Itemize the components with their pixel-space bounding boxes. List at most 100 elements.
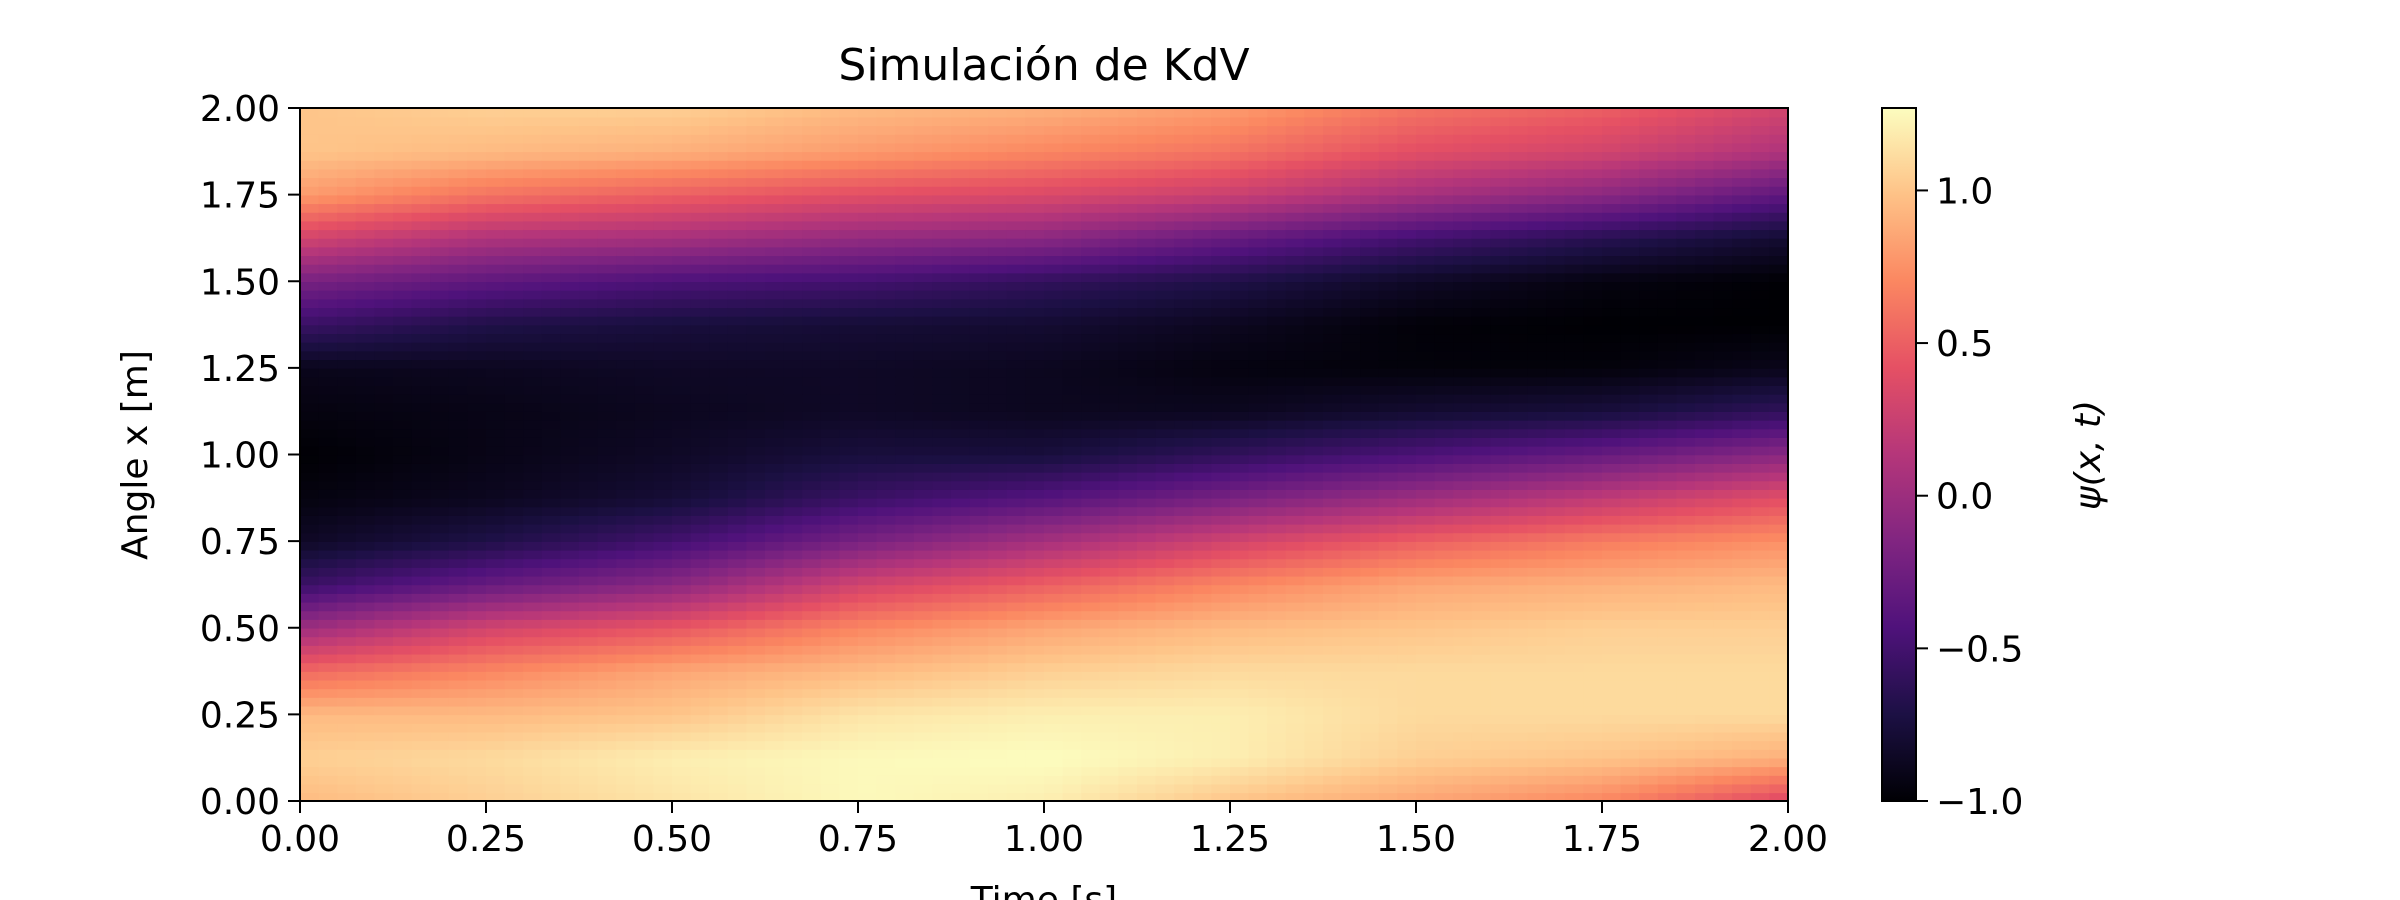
heatmap-cell — [876, 783, 896, 794]
heatmap-cell — [597, 549, 617, 560]
heatmap-cell — [1285, 263, 1306, 274]
heatmap-cell — [820, 376, 841, 386]
heatmap-cell — [1378, 688, 1399, 698]
heatmap-cell — [672, 445, 692, 456]
heatmap-cell — [1137, 714, 1157, 724]
heatmap-cell — [300, 237, 320, 248]
heatmap-cell — [653, 541, 673, 551]
heatmap-cell — [1230, 567, 1250, 577]
heatmap-cell — [355, 289, 376, 300]
heatmap-cell — [579, 367, 599, 378]
heatmap-cell — [1416, 289, 1436, 300]
heatmap-cell — [616, 229, 636, 239]
heatmap-cell — [486, 289, 506, 300]
heatmap-cell — [932, 792, 952, 801]
heatmap-cell — [579, 480, 599, 490]
heatmap-cell — [504, 671, 524, 681]
heatmap-cell — [709, 601, 729, 612]
heatmap-cell — [1081, 298, 1101, 309]
heatmap-cell — [355, 662, 376, 672]
heatmap-cell — [523, 619, 543, 629]
heatmap-cell — [1285, 697, 1306, 707]
heatmap-cell — [1267, 281, 1287, 291]
heatmap-cell — [467, 783, 487, 794]
heatmap-cell — [1360, 705, 1380, 716]
heatmap-cell — [337, 341, 357, 352]
heatmap-cell — [1137, 220, 1157, 231]
heatmap-cell — [523, 220, 543, 231]
heatmap-cell — [709, 376, 729, 386]
heatmap-cell — [1025, 662, 1045, 672]
heatmap-cell — [374, 411, 394, 421]
heatmap-cell — [1397, 627, 1417, 638]
heatmap-cell — [969, 627, 989, 638]
heatmap-cell — [430, 463, 450, 473]
heatmap-cell — [634, 272, 655, 283]
heatmap-cell — [1416, 497, 1436, 508]
heatmap-cell — [876, 757, 896, 768]
heatmap-cell — [1155, 203, 1175, 213]
heatmap-cell — [672, 385, 692, 395]
heatmap-cell — [690, 515, 710, 525]
heatmap-cell — [746, 255, 766, 265]
heatmap-cell — [802, 688, 822, 698]
heatmap-cell — [690, 116, 710, 127]
heatmap-cell — [839, 792, 859, 801]
heatmap-cell — [1099, 645, 1120, 655]
heatmap-cell — [300, 731, 320, 742]
heatmap-cell — [1099, 402, 1120, 412]
heatmap-cell — [988, 653, 1008, 664]
heatmap-cell — [1006, 307, 1027, 317]
heatmap-cell — [448, 679, 469, 690]
heatmap-cell — [374, 705, 394, 716]
heatmap-cell — [932, 185, 952, 196]
heatmap-cell — [858, 211, 878, 222]
heatmap-cell — [1285, 237, 1306, 248]
heatmap-cell — [913, 246, 934, 257]
heatmap-cell — [913, 558, 934, 568]
heatmap-cell — [411, 376, 431, 386]
heatmap-cell — [355, 108, 376, 118]
heatmap-cell — [1285, 705, 1306, 716]
heatmap-cell — [1341, 237, 1361, 248]
heatmap-cell — [1155, 705, 1175, 716]
heatmap-cell — [783, 125, 803, 135]
heatmap-cell — [876, 402, 896, 412]
heatmap-cell — [1248, 272, 1268, 283]
heatmap-cell — [1118, 203, 1138, 213]
heatmap-cell — [1416, 237, 1436, 248]
heatmap-cell — [597, 159, 617, 170]
heatmap-cell — [1211, 489, 1231, 499]
heatmap-cell — [337, 229, 357, 239]
heatmap-cell — [1397, 307, 1417, 317]
heatmap-cell — [1155, 125, 1175, 135]
heatmap-cell — [746, 324, 766, 335]
heatmap-cell — [709, 619, 729, 629]
heatmap-cell — [1434, 177, 1454, 187]
heatmap-cell — [1304, 636, 1324, 646]
heatmap-cell — [1248, 246, 1268, 257]
heatmap-cell — [1230, 523, 1250, 534]
heatmap-cell — [616, 211, 636, 222]
heatmap-cell — [709, 185, 729, 196]
heatmap-cell — [1099, 133, 1120, 144]
heatmap-cell — [1341, 367, 1361, 378]
heatmap-cell — [430, 471, 450, 482]
heatmap-cell — [802, 393, 822, 404]
heatmap-cell — [1062, 194, 1082, 205]
heatmap-cell — [653, 783, 673, 794]
heatmap-cell — [616, 480, 636, 490]
heatmap-cell — [1230, 740, 1250, 750]
heatmap-cell — [1174, 281, 1194, 291]
heatmap-cell — [1323, 601, 1343, 612]
heatmap-cell — [1137, 350, 1157, 361]
heatmap-cell — [820, 463, 841, 473]
heatmap-cell — [1044, 359, 1064, 369]
heatmap-cell — [1137, 506, 1157, 516]
heatmap-cell — [858, 324, 878, 335]
heatmap-cell — [783, 194, 803, 205]
heatmap-cell — [1099, 151, 1120, 161]
heatmap-cell — [1137, 116, 1157, 127]
heatmap-cell — [1099, 619, 1120, 629]
heatmap-cell — [951, 775, 971, 785]
